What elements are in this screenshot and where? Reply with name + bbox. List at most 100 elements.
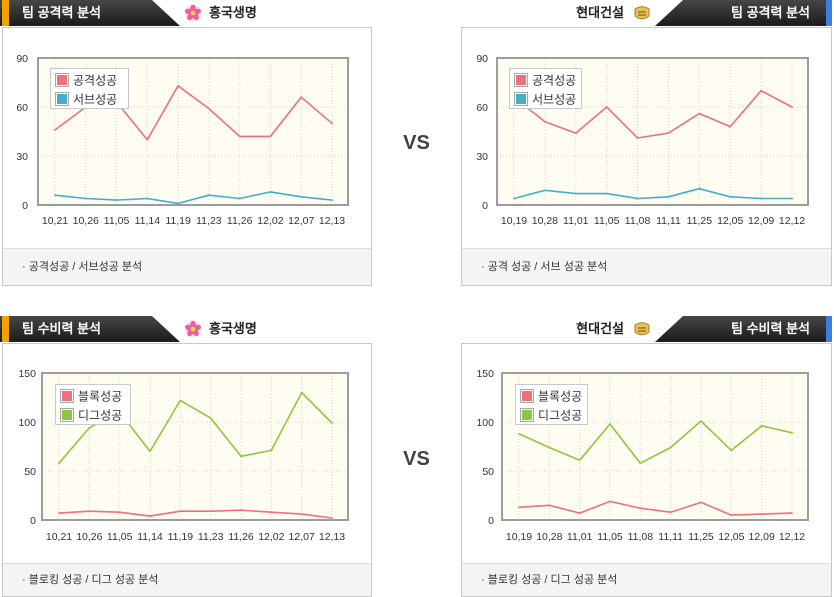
series-1-point <box>300 513 303 516</box>
series-2-point <box>146 197 149 200</box>
series-2-point <box>730 449 733 452</box>
chart-box: 0 50 100 150 10,19 10,28 11,01 11,05 11,08 11,11 1… <box>461 343 832 597</box>
x-tick-label: 12,09 <box>749 531 775 543</box>
series-2-point <box>791 431 793 434</box>
series-2-point <box>548 446 551 449</box>
series-1-point <box>700 501 702 504</box>
accent-bar <box>826 316 832 342</box>
series-1-point <box>543 120 546 123</box>
x-tick-label: 11,23 <box>198 531 224 543</box>
x-tick-label: 12,13 <box>319 215 345 227</box>
x-tick-label: 12,05 <box>718 531 744 543</box>
legend-label: 공격성공 <box>532 74 576 88</box>
legend-swatch <box>516 94 526 104</box>
x-tick-label: 12,07 <box>289 531 315 543</box>
section-tab: 팀 수비력 분석 <box>0 316 180 342</box>
chart-footer: · 블로킹 성공 / 디그 성공 분석 <box>462 563 831 596</box>
y-tick-label: 0 <box>488 515 494 527</box>
y-tick-label: 150 <box>18 368 36 380</box>
panel-header: 현대건설 팀 수비력 분석 <box>459 316 834 342</box>
series-2-point <box>791 197 793 200</box>
series-line-2 <box>54 191 333 205</box>
series-2-point <box>605 192 608 195</box>
chart-box: 0 30 60 90 10,21 10,26 11,05 11,14 11,19 11,23 11,… <box>2 27 372 286</box>
series-2-point <box>238 197 241 200</box>
series-1-point <box>270 511 273 514</box>
series-1-point <box>146 138 149 141</box>
x-tick-label: 12,09 <box>748 215 774 227</box>
series-2-point <box>177 202 180 205</box>
series-2-point <box>88 426 91 429</box>
vs-label: VS <box>403 132 430 154</box>
x-tick-label: 11,01 <box>563 215 589 227</box>
series-2-point <box>513 197 515 200</box>
team-name: 흥국생명 <box>209 321 257 336</box>
legend-swatch <box>522 391 532 401</box>
legend-label: 블록성공 <box>538 390 582 404</box>
x-tick-label: 12,12 <box>779 215 805 227</box>
series-1-point <box>760 89 763 92</box>
series-2-point <box>518 432 520 435</box>
team-name: 현대건설 <box>576 5 624 20</box>
y-tick-label: 30 <box>476 151 488 163</box>
attack-line-chart: 0 30 60 90 10,19 10,28 11,01 11,05 11,08 11,11 11,… <box>476 53 809 227</box>
x-tick-label: 11,19 <box>165 215 191 227</box>
x-tick-label: 11,25 <box>687 215 713 227</box>
series-2-point <box>300 195 303 198</box>
series-2-point <box>270 449 273 452</box>
plot-frame <box>41 372 349 521</box>
vs-label: VS <box>403 448 430 470</box>
y-tick-label: 0 <box>30 515 36 527</box>
series-1-point <box>574 132 577 135</box>
legend-swatch <box>516 75 526 85</box>
chart-footer: · 공격 성공 / 서브 성공 분석 <box>462 248 831 285</box>
series-2-point <box>639 462 642 465</box>
panel-header: 팀 수비력 분석 흥국생명 <box>0 316 374 342</box>
x-tick-label: 10,19 <box>501 215 527 227</box>
x-tick-label: 11,05 <box>597 531 623 543</box>
section-title: 팀 공격력 분석 <box>731 5 810 20</box>
series-2-point <box>636 197 639 200</box>
panel-home-defense: 팀 수비력 분석 흥국생명 0 50 100 150 10,21 10,26 11,05 11… <box>0 316 374 597</box>
series-2-point <box>149 450 151 453</box>
series-1-point <box>639 507 642 510</box>
series-2-point <box>574 192 577 195</box>
x-tick-label: 11,26 <box>228 531 254 543</box>
footer-caption: · 블로킹 성공 / 디그 성공 분석 <box>481 574 618 586</box>
legend-label: 공격성공 <box>73 74 117 88</box>
section-title: 팀 수비력 분석 <box>731 321 810 336</box>
series-1-point <box>179 510 182 513</box>
defense-line-chart: 0 50 100 150 10,21 10,26 11,05 11,14 11,19 11,23 1… <box>18 368 349 543</box>
plot-frame <box>501 372 809 521</box>
series-1-point <box>791 512 793 515</box>
series-2-point <box>667 195 670 198</box>
y-tick-label: 30 <box>16 151 28 163</box>
series-2-point <box>700 420 702 422</box>
legend-label: 서브성공 <box>532 93 576 107</box>
y-tick-label: 0 <box>482 200 488 212</box>
x-tick-label: 12,13 <box>319 531 345 543</box>
legend-label: 디그성공 <box>78 409 122 423</box>
x-tick-label: 10,19 <box>506 531 532 543</box>
section-tab: 팀 수비력 분석 <box>655 316 832 342</box>
series-1-point <box>177 84 180 87</box>
series-1-point <box>58 512 60 515</box>
team-name: 흥국생명 <box>209 5 257 20</box>
y-tick-label: 90 <box>476 53 488 65</box>
series-1-point <box>331 122 333 125</box>
series-2-point <box>209 417 212 419</box>
y-tick-label: 150 <box>476 368 494 380</box>
series-2-point <box>578 459 581 462</box>
team-name: 현대건설 <box>576 321 624 336</box>
attack-line-chart: 0 30 60 90 10,21 10,26 11,05 11,14 11,19 11,23 11,… <box>16 53 349 227</box>
series-2-point <box>609 423 611 425</box>
series-1-point <box>331 517 333 519</box>
legend-swatch <box>57 75 67 85</box>
series-1-point <box>609 500 611 503</box>
flower-logo-icon <box>184 4 202 22</box>
series-2-point <box>331 422 333 424</box>
series-2-point <box>115 199 118 202</box>
